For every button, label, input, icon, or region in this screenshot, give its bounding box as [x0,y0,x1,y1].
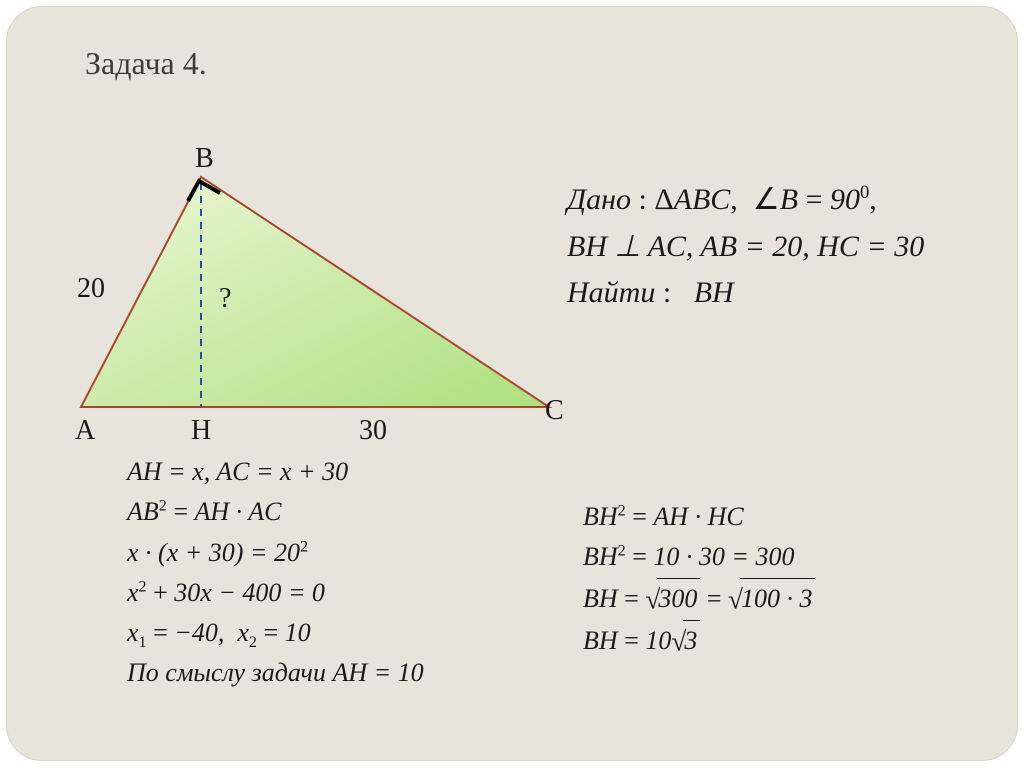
edge-ab-label: 20 [77,273,105,304]
sl-line-6: По смыслу задачи AH = 10 [127,653,424,693]
sl-line-1: AH = x, AC = x + 30 [127,452,424,492]
solution-left: AH = x, AC = x + 30 AB2 = AH · AC x · (x… [127,452,424,694]
triangle-abc [81,177,549,407]
sl-line-3: x · (x + 30) = 202 [127,533,424,573]
edge-hc-label: 30 [359,415,387,446]
given-line-3: Найти : BH [567,270,924,317]
sr-line-3: BH = √300 = √100 · 3 [583,578,815,621]
problem-title: Задача 4. [85,45,207,82]
sr-line-2: BH2 = 10 · 30 = 300 [583,537,815,577]
given-line-1: Дано : ΔABC, ∠B = 900, [567,177,924,224]
given-block: Дано : ΔABC, ∠B = 900, BH ⊥ AC, AB = 20,… [567,177,924,317]
vertex-h-label: H [191,415,211,446]
triangle-diagram: B A H C 20 30 ? [59,147,569,447]
sr-line-1: BH2 = AH · HC [583,497,815,537]
sr-line-4: BH = 10√3 [583,620,815,663]
sl-line-2: AB2 = AH · AC [127,492,424,532]
sl-line-5: x1 = −40, x2 = 10 [127,613,424,653]
vertex-b-label: B [195,143,214,174]
solution-right: BH2 = AH · HC BH2 = 10 · 30 = 300 BH = √… [583,497,815,663]
altitude-question-label: ? [219,283,231,314]
vertex-a-label: A [75,415,96,446]
vertex-c-label: C [545,395,564,426]
slide-card: Задача 4. B A H C 20 30 ? [6,6,1018,761]
given-line-2: BH ⊥ AC, AB = 20, HC = 30 [567,224,924,271]
sl-line-4: x2 + 30x − 400 = 0 [127,573,424,613]
